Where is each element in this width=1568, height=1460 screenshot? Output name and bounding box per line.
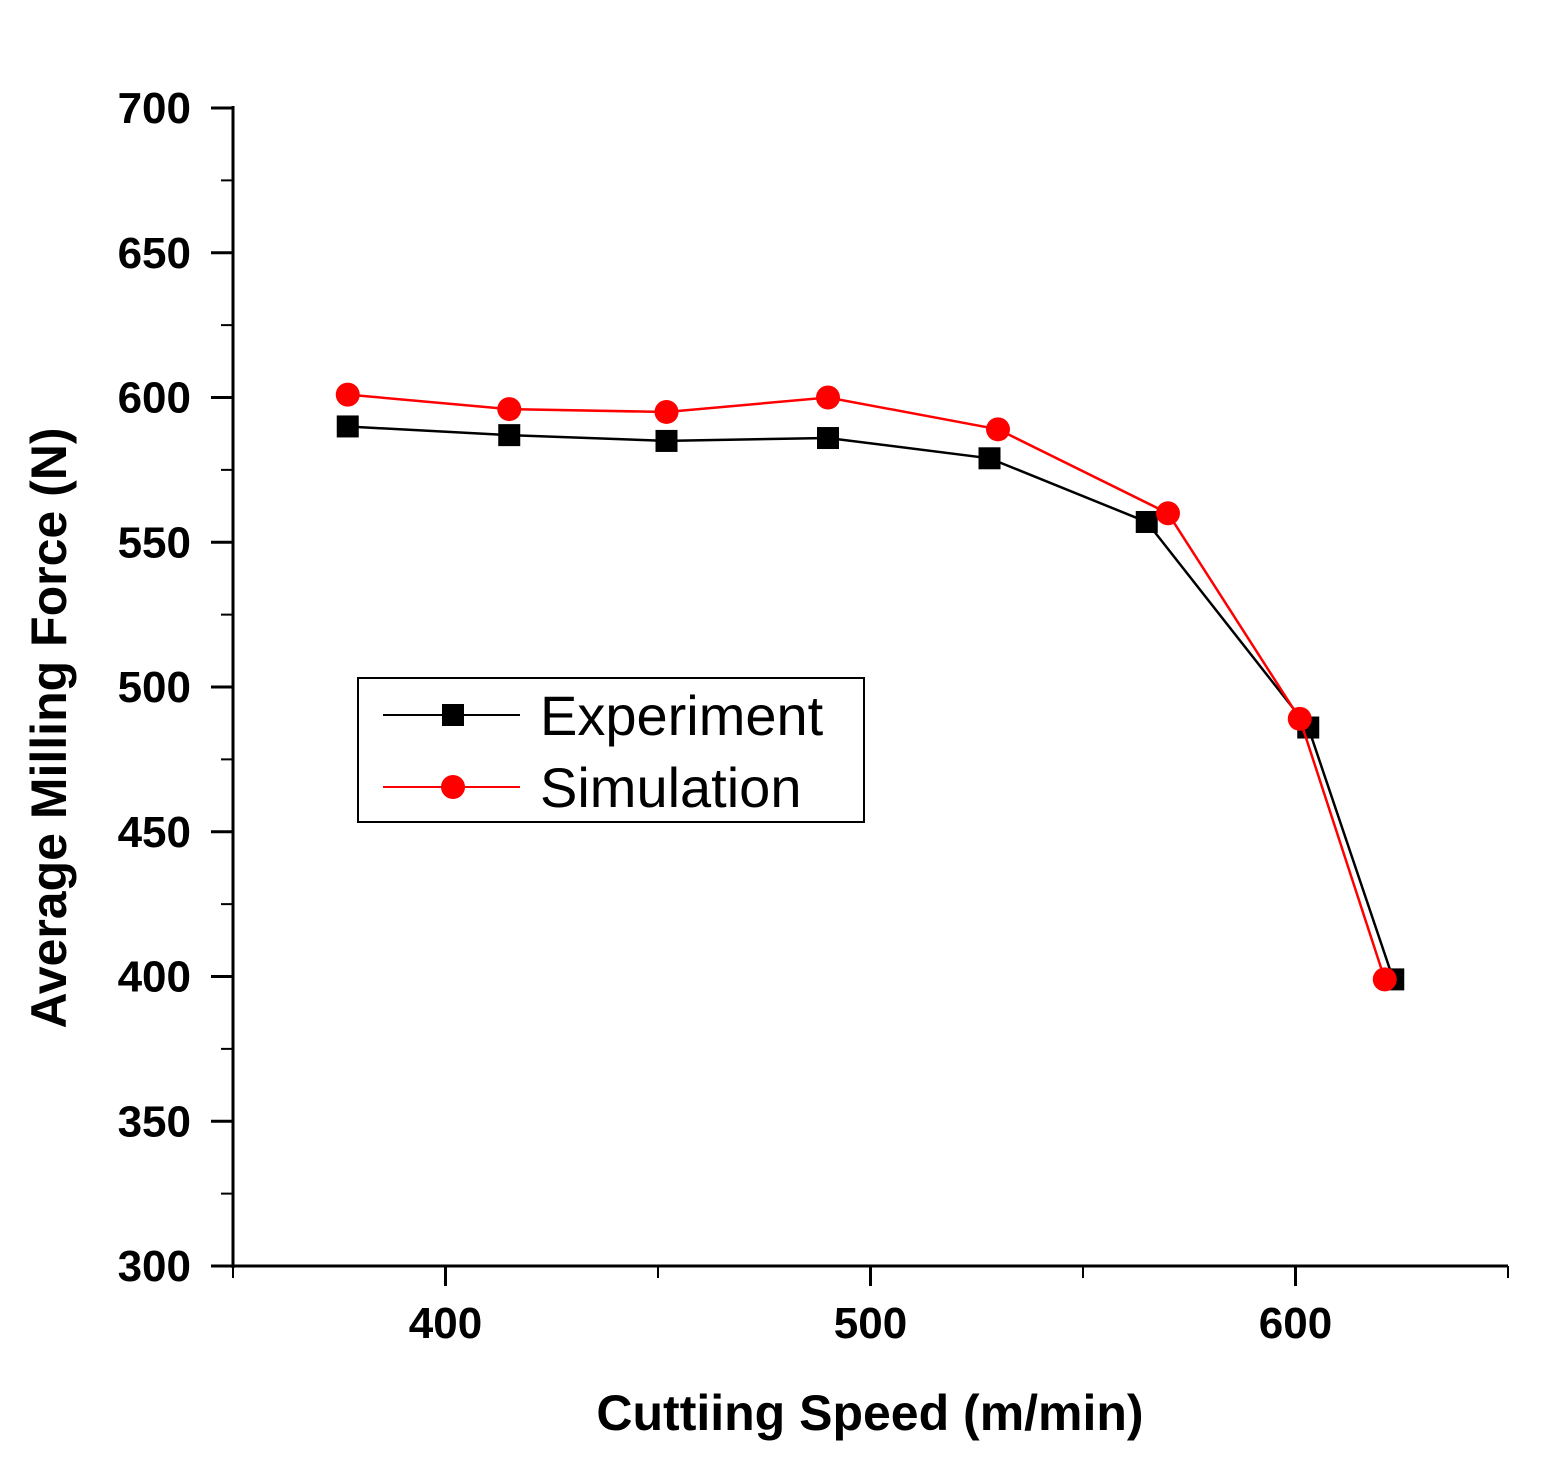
x-tick-label-400: 400 (409, 1299, 482, 1348)
experiment-point (498, 424, 521, 447)
y-tick-label-500: 500 (118, 663, 191, 712)
y-tick-label-550: 550 (118, 518, 191, 567)
simulation-point (816, 385, 840, 410)
experiment-point (655, 429, 678, 452)
simulation-point (497, 397, 522, 422)
y-tick-label-450: 450 (118, 808, 191, 857)
data-series (335, 382, 1405, 992)
experiment-point (978, 447, 1001, 470)
x-axis-ticks: 400 500 600 (232, 1266, 1509, 1348)
legend-experiment-label: Experiment (540, 684, 824, 747)
legend: Experiment Simulation (357, 677, 865, 823)
experiment-point (1135, 510, 1158, 533)
y-tick-label-700: 700 (118, 84, 191, 133)
simulation-point (986, 417, 1010, 442)
y-tick-label-300: 300 (118, 1242, 191, 1291)
y-tick-label-400: 400 (118, 953, 191, 1002)
experiment-line (347, 425, 1395, 980)
x-axis-title: Cuttiing Speed (m/min) (596, 1385, 1143, 1441)
legend-experiment-marker (442, 704, 464, 726)
legend-simulation-marker (441, 775, 465, 799)
x-tick-label-500: 500 (834, 1299, 907, 1348)
y-tick-label-650: 650 (118, 229, 191, 278)
simulation-point (1287, 706, 1312, 731)
legend-box (357, 677, 865, 823)
simulation-point (1372, 967, 1397, 992)
experiment-point (817, 427, 839, 450)
y-tick-label-600: 600 (118, 374, 191, 423)
simulation-point (335, 382, 360, 407)
simulation-point (1156, 501, 1180, 526)
simulation-line (347, 393, 1386, 980)
y-axis-title: Average Milling Force (N) (21, 427, 77, 1028)
legend-simulation-label: Simulation (540, 756, 801, 819)
y-tick-label-350: 350 (118, 1097, 191, 1146)
y-axis-ticks: 300 350 400 450 500 550 600 650 700 (118, 84, 233, 1291)
experiment-point (336, 415, 359, 438)
x-tick-label-600: 600 (1259, 1299, 1332, 1348)
simulation-point (654, 399, 679, 424)
